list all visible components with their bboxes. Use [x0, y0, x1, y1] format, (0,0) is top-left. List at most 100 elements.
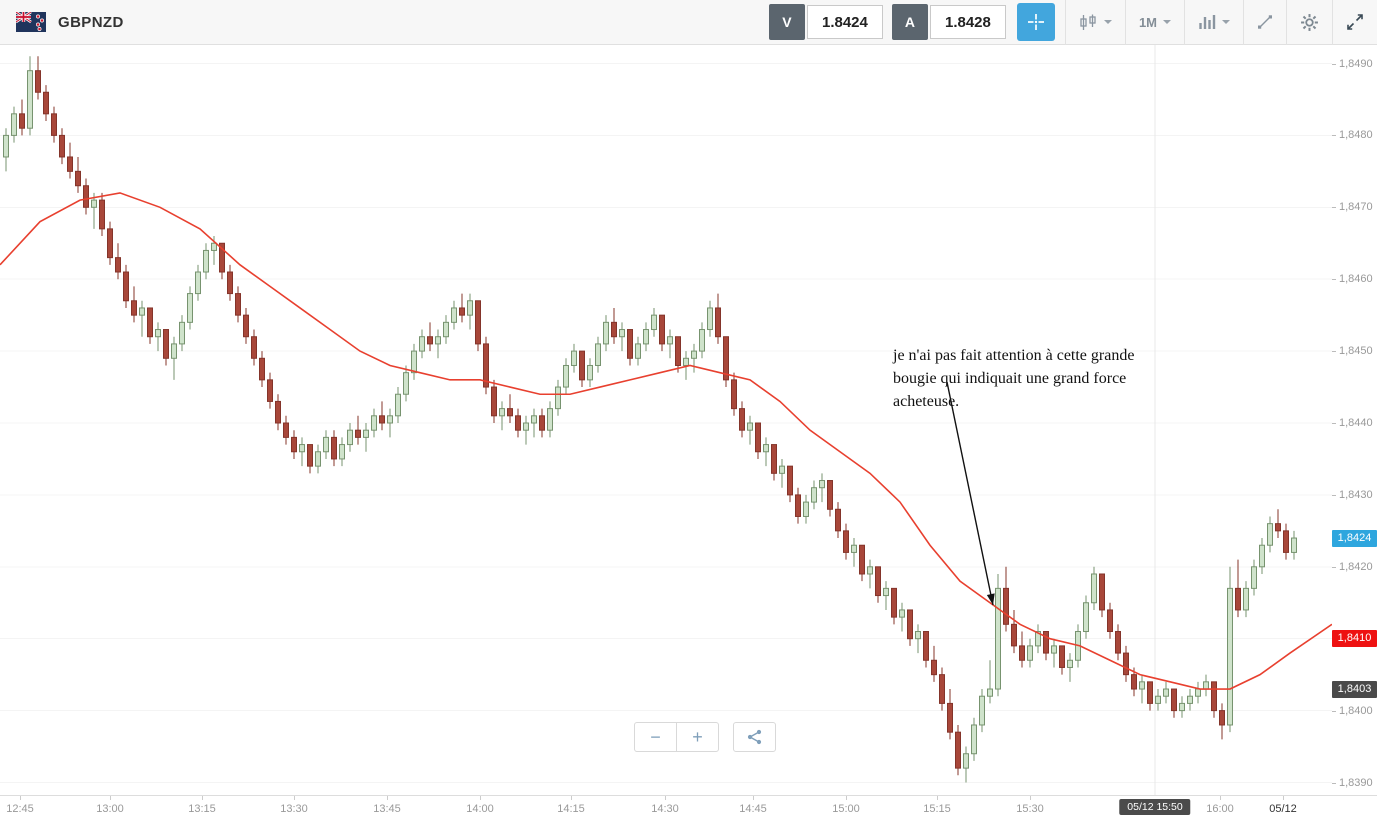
- candle: [1099, 573, 1105, 618]
- candle: [891, 587, 897, 625]
- candle: [971, 717, 977, 761]
- toolbar-separator: [1286, 0, 1287, 45]
- timeframe-label: 1M: [1138, 14, 1157, 30]
- candle: [283, 415, 289, 445]
- candle: [171, 336, 177, 380]
- price-axis-tick: [1332, 207, 1336, 209]
- price-axis-label: 1,8430: [1339, 488, 1373, 501]
- candle: [195, 264, 201, 301]
- crosshair-icon: [1027, 14, 1044, 30]
- time-axis[interactable]: 05/12 15:50 12:45 13:00 13:15 13:30 13:45 14:…: [0, 795, 1377, 821]
- candle: [75, 156, 81, 193]
- timeframe-button[interactable]: 1M: [1126, 0, 1184, 44]
- price-axis-label: 1,8390: [1339, 776, 1373, 789]
- candle: [1283, 523, 1289, 560]
- candle: [659, 314, 665, 352]
- candle: [1027, 638, 1033, 668]
- candle: [1059, 645, 1065, 675]
- candle: [995, 573, 1001, 697]
- time-axis-label: 14:45: [739, 803, 767, 815]
- price-axis-tick: [1332, 423, 1336, 424]
- candle: [1115, 624, 1121, 661]
- toolbar-separator: [1184, 0, 1185, 45]
- candle: [267, 372, 273, 409]
- candle: [931, 645, 937, 682]
- candle: [19, 99, 25, 136]
- candle: [251, 329, 257, 366]
- chevron-down-icon: [1163, 20, 1171, 24]
- chart-area[interactable]: je n'ai pas fait attention à cette grand…: [0, 45, 1332, 795]
- candle: [275, 394, 281, 431]
- price-axis-label: 1,8480: [1339, 129, 1373, 142]
- chart-annotation[interactable]: je n'ai pas fait attention à cette grand…: [893, 344, 1223, 414]
- time-axis-label: 14:30: [651, 803, 679, 815]
- candle: [555, 379, 561, 416]
- candle: [667, 329, 673, 359]
- candle: [867, 559, 873, 589]
- price-axis-tick: [1332, 566, 1336, 568]
- buy-price[interactable]: 1.8428: [929, 5, 1006, 39]
- nz-flag-icon: [16, 12, 46, 32]
- candle: [691, 343, 697, 373]
- time-axis-tick: [846, 796, 847, 800]
- time-axis-label: 16:00: [1206, 803, 1234, 815]
- zoom-in-button[interactable]: +: [676, 722, 719, 752]
- candle: [139, 300, 145, 337]
- candle: [939, 667, 945, 711]
- price-axis[interactable]: 1,8490 1,8480 1,8470 1,8460 1,8450 1,8440 1,84…: [1332, 45, 1377, 795]
- symbol-title: GBPNZD: [58, 13, 124, 31]
- candle: [619, 322, 625, 352]
- crosshair-button[interactable]: [1016, 3, 1055, 41]
- candle: [435, 329, 441, 359]
- candle: [987, 660, 993, 704]
- settings-button[interactable]: [1287, 0, 1332, 44]
- candle: [387, 408, 393, 438]
- candle: [403, 365, 409, 402]
- candle: [803, 494, 809, 524]
- time-axis-tick: [665, 796, 666, 800]
- chart-type-button[interactable]: [1066, 0, 1125, 44]
- candlestick-chart[interactable]: [0, 45, 1332, 795]
- drawing-tools-button[interactable]: [1244, 0, 1286, 44]
- zoom-out-button[interactable]: −: [634, 722, 677, 752]
- price-axis-label: 1,8420: [1339, 560, 1373, 573]
- indicators-icon: [1199, 15, 1216, 29]
- fullscreen-button[interactable]: [1333, 0, 1377, 44]
- candle: [107, 221, 113, 265]
- chart-type-icon: [1080, 14, 1096, 30]
- indicators-button[interactable]: [1185, 0, 1243, 44]
- candle: [747, 415, 753, 445]
- candle: [755, 422, 761, 459]
- candle: [499, 401, 505, 431]
- time-axis-tick: [571, 796, 572, 800]
- candle: [955, 724, 961, 776]
- time-axis-label: 15:30: [1016, 803, 1044, 815]
- candle: [379, 401, 385, 431]
- price-axis-label: 1,8470: [1339, 201, 1373, 214]
- candle: [827, 480, 833, 517]
- candle: [579, 350, 585, 388]
- candle: [739, 401, 745, 438]
- time-axis-tick: [20, 796, 21, 800]
- time-axis-label: 13:45: [373, 803, 401, 815]
- time-axis-label: 15:00: [832, 803, 860, 815]
- price-axis-label: 1,8490: [1339, 57, 1373, 70]
- buy-button[interactable]: A: [891, 4, 928, 40]
- candle: [1291, 530, 1297, 560]
- candle: [59, 128, 65, 165]
- candle: [1243, 581, 1249, 618]
- candle: [883, 581, 889, 610]
- zoom-controls: − +: [634, 722, 776, 752]
- candle: [323, 430, 329, 459]
- sell-price[interactable]: 1.8424: [806, 5, 883, 39]
- candle: [899, 602, 905, 632]
- price-axis-tick: [1332, 63, 1336, 65]
- candle: [707, 300, 713, 337]
- share-button[interactable]: [733, 722, 776, 752]
- candle: [963, 746, 969, 783]
- sell-button[interactable]: V: [768, 4, 805, 40]
- candle: [947, 689, 953, 740]
- time-axis-tick: [1220, 796, 1221, 800]
- candle: [243, 307, 249, 344]
